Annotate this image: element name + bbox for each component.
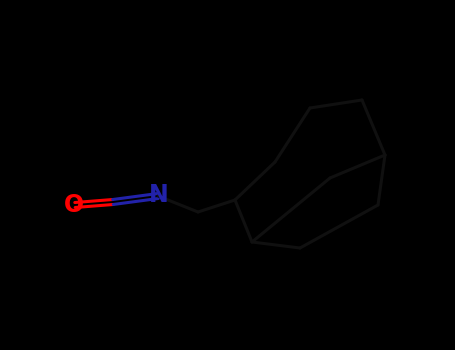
Text: O: O <box>64 193 84 217</box>
Text: N: N <box>149 183 169 207</box>
